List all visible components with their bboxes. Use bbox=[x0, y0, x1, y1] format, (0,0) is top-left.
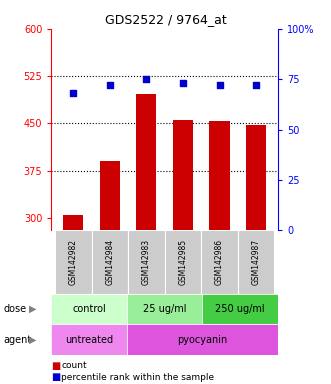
Bar bbox=[55, 230, 92, 294]
Point bbox=[254, 82, 259, 88]
Text: control: control bbox=[72, 304, 106, 314]
Bar bbox=[210, 121, 230, 230]
Text: ▶: ▶ bbox=[29, 335, 37, 345]
Bar bbox=[127, 324, 278, 355]
Text: GSM142982: GSM142982 bbox=[69, 239, 78, 285]
Text: ▶: ▶ bbox=[29, 304, 37, 314]
Text: GSM142985: GSM142985 bbox=[178, 239, 187, 285]
Bar bbox=[100, 161, 120, 230]
Text: untreated: untreated bbox=[65, 335, 113, 345]
Point bbox=[217, 82, 222, 88]
Bar bbox=[136, 94, 157, 230]
Bar bbox=[201, 230, 238, 294]
Text: 25 ug/ml: 25 ug/ml bbox=[143, 304, 186, 314]
Text: GDS2522 / 9764_at: GDS2522 / 9764_at bbox=[105, 13, 226, 26]
Point bbox=[144, 76, 149, 82]
Point bbox=[107, 82, 113, 88]
Bar bbox=[238, 230, 274, 294]
Bar bbox=[203, 294, 278, 324]
Text: pyocyanin: pyocyanin bbox=[177, 335, 228, 345]
Text: GSM142987: GSM142987 bbox=[252, 239, 260, 285]
Text: ■: ■ bbox=[51, 361, 61, 371]
Bar bbox=[51, 324, 127, 355]
Point bbox=[71, 90, 76, 96]
Text: agent: agent bbox=[3, 335, 31, 345]
Bar bbox=[51, 294, 127, 324]
Point bbox=[180, 80, 186, 86]
Bar bbox=[127, 294, 203, 324]
Text: GSM142983: GSM142983 bbox=[142, 239, 151, 285]
Text: ■: ■ bbox=[51, 372, 61, 382]
Bar bbox=[128, 230, 165, 294]
Text: GSM142984: GSM142984 bbox=[105, 239, 114, 285]
Text: dose: dose bbox=[3, 304, 26, 314]
Text: percentile rank within the sample: percentile rank within the sample bbox=[61, 372, 214, 382]
Bar bbox=[246, 125, 266, 230]
Bar bbox=[63, 215, 83, 230]
Bar bbox=[92, 230, 128, 294]
Bar bbox=[165, 230, 201, 294]
Text: count: count bbox=[61, 361, 87, 370]
Text: 250 ug/ml: 250 ug/ml bbox=[215, 304, 265, 314]
Text: GSM142986: GSM142986 bbox=[215, 239, 224, 285]
Bar bbox=[173, 120, 193, 230]
